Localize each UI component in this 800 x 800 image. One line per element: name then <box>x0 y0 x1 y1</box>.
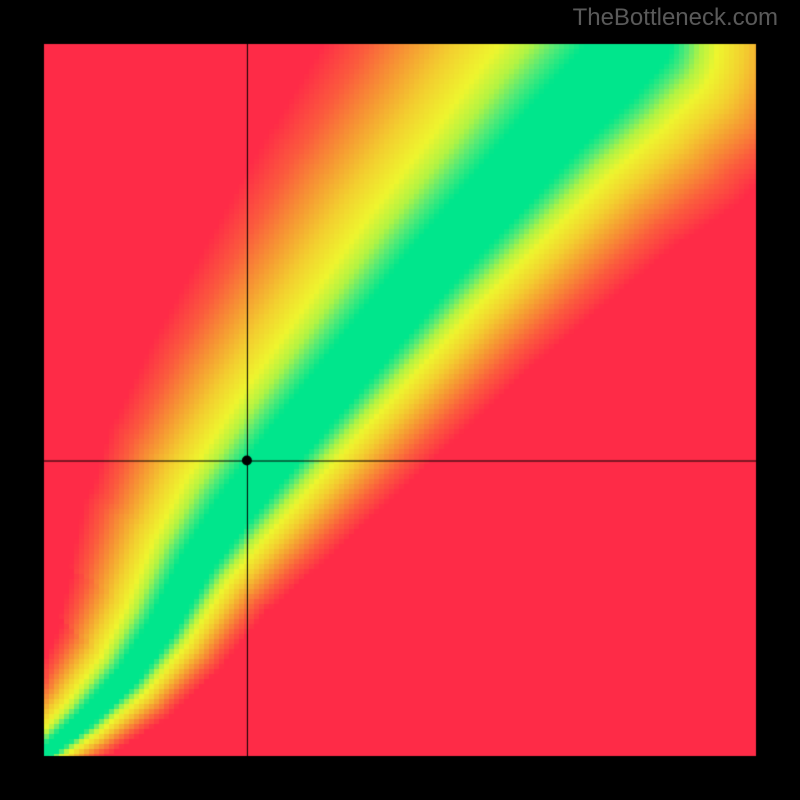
chart-container: TheBottleneck.com <box>0 0 800 800</box>
heatmap-canvas <box>0 0 800 800</box>
watermark-text: TheBottleneck.com <box>573 4 778 32</box>
